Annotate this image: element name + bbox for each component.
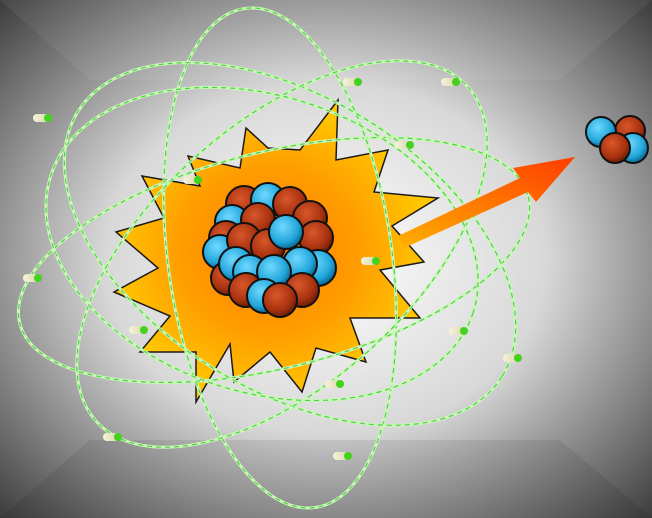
emission-arrow <box>398 157 575 248</box>
electrons <box>23 78 522 460</box>
proton <box>262 282 298 318</box>
electron <box>441 78 460 86</box>
electron <box>325 380 344 388</box>
electron <box>33 114 52 122</box>
electron <box>395 141 414 149</box>
electron <box>503 354 522 362</box>
electron <box>333 452 352 460</box>
frame-top <box>0 0 652 80</box>
orbits <box>16 6 532 510</box>
proton <box>599 132 631 164</box>
electron <box>103 433 122 441</box>
electron <box>361 257 380 265</box>
electron <box>23 274 42 282</box>
orbit-2 <box>162 6 398 510</box>
alpha-particle <box>585 115 649 164</box>
orbit-3 <box>62 61 518 427</box>
electron <box>343 78 362 86</box>
orbit-4 <box>75 59 489 449</box>
electron <box>183 176 202 184</box>
orbit-1 <box>16 136 532 384</box>
electron <box>449 327 468 335</box>
electron <box>129 326 148 334</box>
neutron <box>268 214 304 250</box>
orbit-5 <box>44 85 480 403</box>
frame-bottom <box>0 440 652 518</box>
nucleus <box>202 182 337 318</box>
